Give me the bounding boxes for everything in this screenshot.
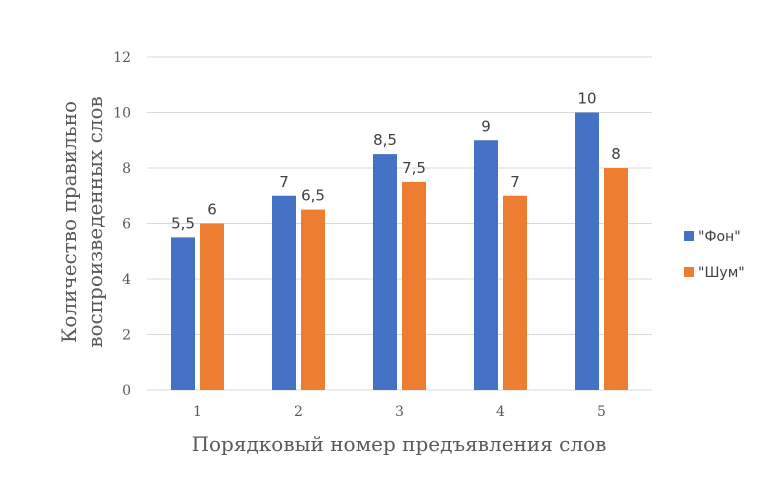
y-tick-label: 6 xyxy=(122,217,131,233)
y-axis-title-line-1: Количество правильно xyxy=(57,101,81,343)
bar-shum-3 xyxy=(402,181,426,390)
y-axis-title: Количество правильно воспроизведенных сл… xyxy=(57,96,107,348)
bar-shum-5 xyxy=(604,168,628,390)
y-tick-label: 8 xyxy=(122,161,131,177)
x-tick-label: 4 xyxy=(496,404,505,420)
y-tick-label: 2 xyxy=(122,328,131,344)
x-tick-label: 5 xyxy=(597,404,606,420)
bar-fon-2 xyxy=(272,195,296,390)
legend-swatch-fon xyxy=(684,231,694,241)
data-label: 6 xyxy=(207,201,217,219)
x-tick-labels: 1 2 3 4 5 xyxy=(193,404,606,420)
bar-shum-1 xyxy=(200,223,224,390)
x-axis-title: Порядковый номер предъявления слов xyxy=(192,432,607,456)
data-label: 8,5 xyxy=(373,131,397,149)
x-tick-label: 1 xyxy=(193,404,202,420)
legend: "Фон" "Шум" xyxy=(684,229,745,281)
data-label: 8 xyxy=(611,145,621,163)
y-tick-label: 10 xyxy=(113,106,131,122)
y-tick-labels: 0 2 4 6 8 10 12 xyxy=(113,50,131,399)
legend-label-shum: "Шум" xyxy=(698,265,745,281)
bars xyxy=(171,112,628,390)
data-label: 5,5 xyxy=(171,214,195,232)
y-tick-label: 4 xyxy=(122,272,131,288)
x-tick-label: 3 xyxy=(395,404,404,420)
data-labels: 5,5 6 7 6,5 8,5 7,5 9 7 10 8 xyxy=(171,90,621,233)
bar-fon-5 xyxy=(575,112,599,390)
bar-fon-4 xyxy=(474,140,498,390)
bar-shum-2 xyxy=(301,209,325,390)
data-label: 9 xyxy=(481,117,491,135)
legend-label-fon: "Фон" xyxy=(698,229,741,245)
legend-swatch-shum xyxy=(684,267,694,277)
bar-fon-1 xyxy=(171,237,195,390)
data-label: 6,5 xyxy=(301,187,325,205)
data-label: 7,5 xyxy=(402,159,426,177)
x-tick-label: 2 xyxy=(294,404,303,420)
data-label: 7 xyxy=(279,173,289,191)
y-tick-label: 12 xyxy=(113,50,131,66)
bar-shum-4 xyxy=(503,195,527,390)
bar-fon-3 xyxy=(373,154,397,390)
y-axis-title-line-2: воспроизведенных слов xyxy=(83,96,107,348)
gridlines xyxy=(147,56,652,391)
data-label: 7 xyxy=(510,173,520,191)
y-tick-label: 0 xyxy=(122,383,131,399)
data-label: 10 xyxy=(577,90,596,108)
